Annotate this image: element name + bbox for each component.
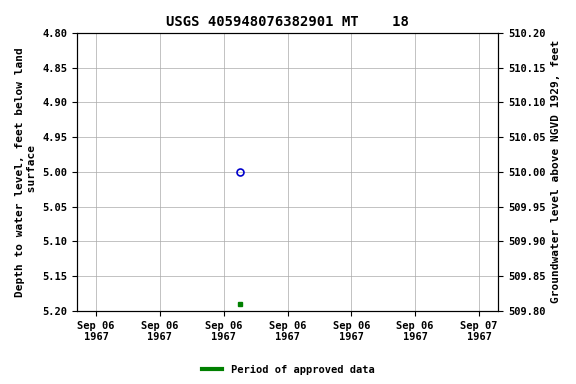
Y-axis label: Groundwater level above NGVD 1929, feet: Groundwater level above NGVD 1929, feet <box>551 40 561 303</box>
Legend: Period of approved data: Period of approved data <box>198 361 378 379</box>
Y-axis label: Depth to water level, feet below land
 surface: Depth to water level, feet below land su… <box>15 47 37 297</box>
Title: USGS 405948076382901 MT    18: USGS 405948076382901 MT 18 <box>166 15 409 29</box>
